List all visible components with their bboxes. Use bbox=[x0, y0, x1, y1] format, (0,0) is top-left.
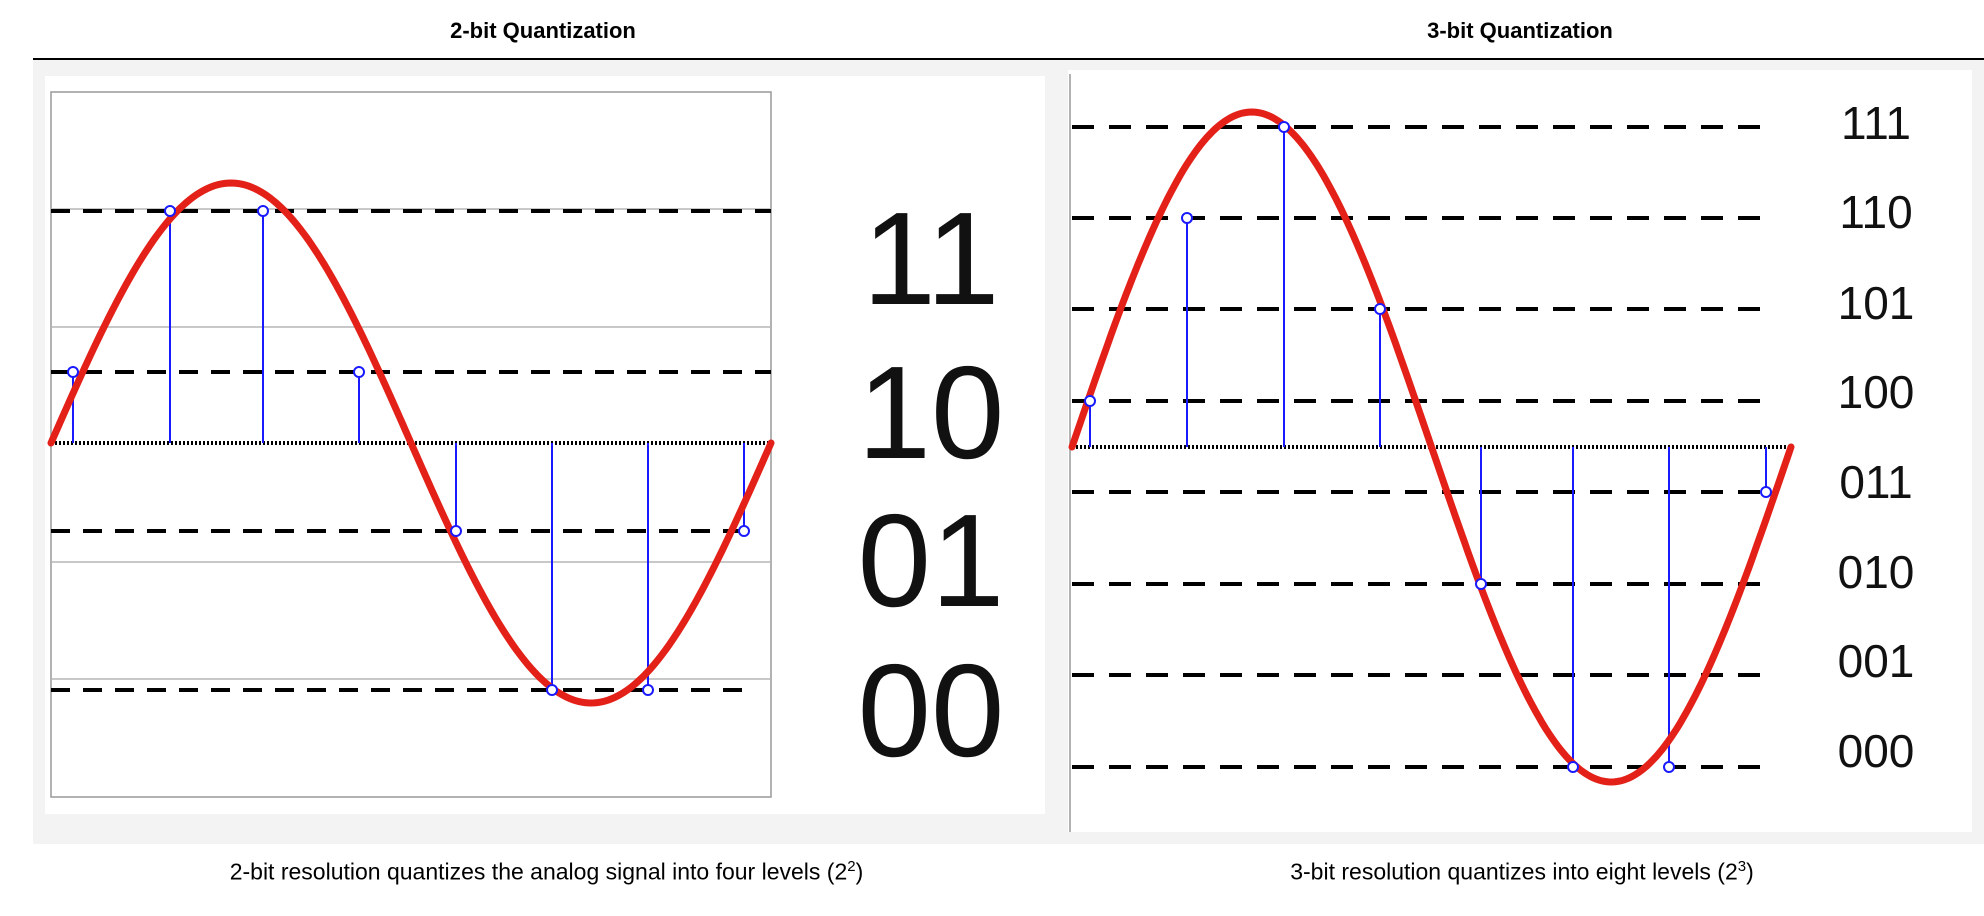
caption-text: 3-bit resolution quantizes into eight le… bbox=[1290, 858, 1711, 885]
marker-group bbox=[1084, 121, 1772, 773]
sample-marker bbox=[1181, 212, 1193, 224]
level-code-label: 10 bbox=[858, 339, 1005, 486]
sample-marker bbox=[738, 525, 750, 537]
caption-exponent: 2 bbox=[847, 858, 856, 875]
level-code-label: 01 bbox=[858, 487, 1005, 634]
analog-signal bbox=[1068, 108, 1795, 786]
level-code-label: 011 bbox=[1839, 456, 1912, 508]
caption-base: 2 bbox=[1724, 858, 1738, 885]
caption-3bit: 3-bit resolution quantizes into eight le… bbox=[1290, 858, 1754, 885]
analog-signal bbox=[47, 179, 775, 707]
sample-marker bbox=[67, 366, 79, 378]
sample-marker bbox=[1374, 303, 1386, 315]
sample-marker bbox=[1663, 761, 1675, 773]
marker-group bbox=[67, 205, 750, 696]
level-code-label: 111 bbox=[1841, 97, 1911, 149]
sample-marker bbox=[1475, 578, 1487, 590]
sample-group bbox=[1089, 127, 1767, 767]
quantization-plot-3bit: 111 110 101 100 011 010 001 000 bbox=[1068, 74, 1915, 832]
sample-marker bbox=[353, 366, 365, 378]
sample-group bbox=[72, 211, 745, 690]
level-code-label: 00 bbox=[858, 637, 1005, 784]
sample-marker bbox=[1567, 761, 1579, 773]
level-code-label: 001 bbox=[1838, 635, 1915, 687]
level-code-label: 110 bbox=[1839, 186, 1912, 238]
caption-exponent: 3 bbox=[1737, 858, 1747, 875]
header-divider bbox=[33, 58, 1984, 60]
sample-marker bbox=[1084, 395, 1096, 407]
sample-marker bbox=[1278, 121, 1290, 133]
panel-title-2bit: 2-bit Quantization bbox=[450, 18, 636, 43]
quantization-plot-2bit: 11 10 01 00 bbox=[47, 91, 1005, 798]
level-code-label: 100 bbox=[1838, 366, 1915, 418]
sample-marker bbox=[546, 684, 558, 696]
level-code-label: 11 bbox=[862, 185, 999, 332]
figure-3bit: 111 110 101 100 011 010 001 000 bbox=[1068, 70, 1972, 832]
caption-base: 2 bbox=[834, 858, 848, 885]
level-code-label: 101 bbox=[1838, 277, 1915, 329]
figure-2bit: 11 10 01 00 bbox=[45, 76, 1045, 814]
sample-marker bbox=[642, 684, 654, 696]
sample-marker bbox=[450, 525, 462, 537]
caption-2bit: 2-bit resolution quantizes the analog si… bbox=[229, 858, 864, 885]
caption-text: 2-bit resolution quantizes the analog si… bbox=[229, 858, 821, 885]
level-code-label: 010 bbox=[1838, 546, 1915, 598]
panel-title-3bit: 3-bit Quantization bbox=[1427, 18, 1613, 43]
sample-marker bbox=[164, 205, 176, 217]
sample-marker bbox=[1760, 486, 1772, 498]
level-code-label: 000 bbox=[1838, 725, 1915, 777]
sample-marker bbox=[257, 205, 269, 217]
